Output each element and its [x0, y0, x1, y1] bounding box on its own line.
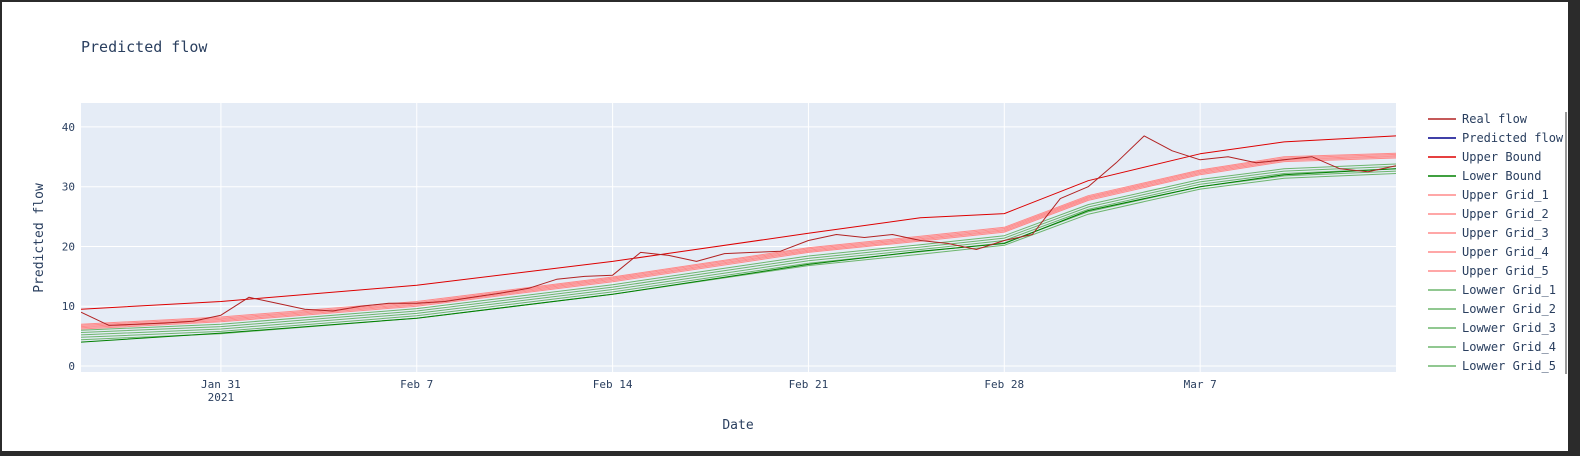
legend-label: Real flow [1462, 112, 1528, 126]
y-tick-label: 20 [62, 240, 75, 253]
legend-item-upper-grid-1[interactable]: Upper Grid_1 [1428, 188, 1549, 202]
legend-label: Upper Grid_3 [1462, 226, 1549, 240]
legend-label: Upper Grid_2 [1462, 207, 1549, 221]
y-axis-label: Predicted flow [32, 183, 47, 293]
series-line-real-flow [81, 135, 1396, 326]
series-lines [81, 135, 1396, 343]
legend-item-lowwer-grid-1[interactable]: Lowwer Grid_1 [1428, 283, 1556, 297]
y-axis-ticks: 0 10 20 30 40 [62, 121, 75, 373]
legend-item-lowwer-grid-3[interactable]: Lowwer Grid_3 [1428, 321, 1556, 335]
legend-label: Lowwer Grid_3 [1462, 321, 1556, 335]
plot-area [81, 103, 1396, 372]
y-tick-label: 10 [62, 300, 75, 313]
y-tick-label: 30 [62, 181, 75, 194]
legend-item-lowwer-grid-5[interactable]: Lowwer Grid_5 [1428, 359, 1556, 373]
legend[interactable]: Real flow Predicted flow Upper Bound Lower … [1428, 112, 1564, 373]
legend-item-real-flow[interactable]: Real flow [1428, 112, 1528, 126]
x-tick-label: Feb 21 [789, 378, 829, 391]
legend-label: Lowwer Grid_4 [1462, 340, 1556, 354]
legend-label: Lowwer Grid_1 [1462, 283, 1556, 297]
series-line-upper-grid-3 [81, 155, 1396, 328]
legend-scrollbar[interactable] [1565, 112, 1567, 374]
series-line-upper-grid-4 [81, 156, 1396, 329]
chart-frame: Predicted flow Jan 31 2021 Feb 7 Feb 14 Feb … [2, 2, 1568, 451]
legend-item-predicted-flow[interactable]: Predicted flow [1428, 131, 1564, 145]
series-line-lowwer-grid-1 [81, 163, 1396, 331]
legend-item-upper-grid-2[interactable]: Upper Grid_2 [1428, 207, 1549, 221]
legend-label: Lower Bound [1462, 169, 1541, 183]
legend-item-lowwer-grid-4[interactable]: Lowwer Grid_4 [1428, 340, 1556, 354]
series-line-lowwer-grid-3 [81, 168, 1396, 336]
series-line-upper-grid-1 [81, 152, 1396, 325]
series-line-upper-grid-5 [81, 157, 1396, 330]
series-line-upper-bound [81, 135, 1396, 310]
legend-label: Predicted flow [1462, 131, 1564, 145]
grid-lines [81, 103, 1396, 372]
legend-item-upper-grid-3[interactable]: Upper Grid_3 [1428, 226, 1549, 240]
legend-label: Upper Grid_1 [1462, 188, 1549, 202]
x-tick-sublabel: 2021 [208, 391, 235, 404]
x-tick-label: Feb 7 [400, 378, 433, 391]
series-line-lower-bound [81, 168, 1396, 343]
x-tick-label: Mar 7 [1184, 378, 1217, 391]
legend-label: Lowwer Grid_5 [1462, 359, 1556, 373]
x-tick-label: Feb 28 [984, 378, 1024, 391]
legend-item-lower-bound[interactable]: Lower Bound [1428, 169, 1541, 183]
legend-label: Upper Grid_5 [1462, 264, 1549, 278]
legend-label: Upper Bound [1462, 150, 1541, 164]
legend-label: Lowwer Grid_2 [1462, 302, 1556, 316]
legend-label: Upper Grid_4 [1462, 245, 1549, 259]
legend-item-upper-bound[interactable]: Upper Bound [1428, 150, 1541, 164]
x-tick-label: Feb 14 [593, 378, 633, 391]
y-tick-label: 40 [62, 121, 75, 134]
x-tick-label: Jan 31 [201, 378, 241, 391]
chart-title: Predicted flow [81, 38, 208, 56]
series-line-lowwer-grid-2 [81, 165, 1396, 333]
y-tick-label: 0 [68, 360, 75, 373]
legend-item-lowwer-grid-2[interactable]: Lowwer Grid_2 [1428, 302, 1556, 316]
legend-item-upper-grid-4[interactable]: Upper Grid_4 [1428, 245, 1549, 259]
x-axis-label: Date [722, 418, 753, 433]
legend-item-upper-grid-5[interactable]: Upper Grid_5 [1428, 264, 1549, 278]
